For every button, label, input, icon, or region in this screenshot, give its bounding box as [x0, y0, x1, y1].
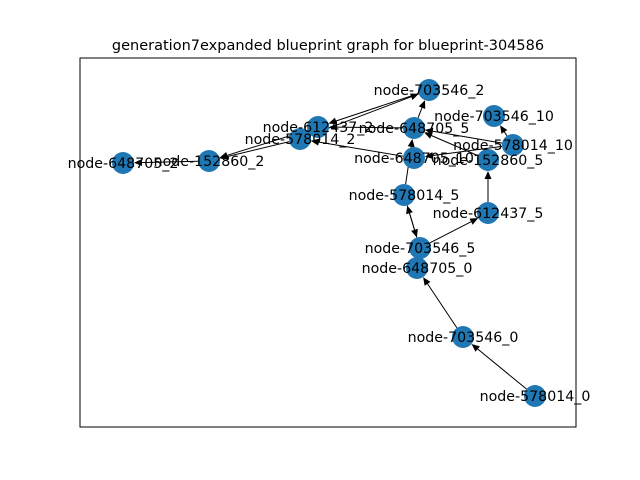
node-label-node-612437_2: node-612437_2 [263, 120, 374, 136]
edge-node-703546_5-to-node-612437_5 [429, 220, 474, 244]
node-label-node-578014_2: node-578014_2 [245, 132, 356, 148]
node-label-node-648705_5: node-648705_5 [359, 121, 470, 137]
node-circle-node-612437_5[interactable] [477, 202, 499, 224]
edge-node-578014_10-to-node-648705_5 [430, 130, 503, 144]
node-label-node-648705_2: node-648705_2 [68, 156, 179, 172]
node-circle-node-152860_2[interactable] [198, 150, 220, 172]
node-circle-node-578014_2[interactable] [289, 128, 311, 150]
arrowhead-node-578014_5-to-node-648705_5 [407, 138, 415, 148]
edge-node-578014_5-to-node-703546_5 [406, 205, 416, 232]
arrowhead-node-578014_10-to-node-648705_10 [424, 152, 434, 159]
edge-node-648705_5-to-node-612437_2 [334, 126, 404, 129]
node-label-node-703546_10: node-703546_10 [434, 109, 554, 125]
edge-node-578014_10-to-node-648705_10 [430, 145, 503, 157]
arrowhead-node-703546_2-to-node-612437_2 [328, 117, 338, 125]
arrowhead-node-703546_5-to-node-612437_5 [469, 218, 479, 225]
graph-title: generation7expanded blueprint graph for … [112, 38, 544, 54]
node-circle-node-612437_2[interactable] [307, 116, 329, 138]
node-circle-node-648705_10[interactable] [403, 147, 425, 169]
node-circle-node-648705_0[interactable] [406, 257, 428, 279]
node-label-node-578014_0: node-578014_0 [480, 389, 591, 405]
node-label-node-703546_0: node-703546_0 [408, 330, 519, 346]
edge-node-152860_5-to-node-648705_5 [429, 134, 479, 157]
node-label-node-578014_10: node-578014_10 [453, 138, 573, 154]
node-circle-node-648705_5[interactable] [403, 117, 425, 139]
edge-node-648705_10-to-node-578014_2 [316, 141, 404, 157]
node-label-node-152860_2: node-152860_2 [154, 154, 265, 170]
node-circle-node-703546_0[interactable] [452, 326, 474, 348]
node-circle-node-578014_10[interactable] [502, 134, 524, 156]
edge-node-578014_2-to-node-152860_2 [225, 141, 290, 158]
arrowhead-node-578014_10-to-node-703546_10 [500, 125, 508, 134]
arrowhead-node-578014_2-to-node-703546_2 [409, 93, 419, 101]
nodes-layer [112, 79, 546, 407]
node-circle-node-703546_2[interactable] [418, 79, 440, 101]
node-label-node-578014_5: node-578014_5 [349, 188, 460, 204]
node-circle-node-578014_5[interactable] [393, 184, 415, 206]
arrowhead-node-578014_5-to-node-703546_5 [411, 228, 418, 238]
node-circle-node-703546_5[interactable] [409, 237, 431, 259]
node-label-node-648705_0: node-648705_0 [362, 261, 473, 277]
edge-node-152860_2-to-node-648705_2 [139, 160, 199, 164]
edge-node-703546_0-to-node-648705_0 [426, 281, 458, 329]
node-label-node-648705_10: node-648705_10 [354, 151, 474, 167]
node-circle-node-648705_2[interactable] [112, 152, 134, 174]
plot-frame [79, 57, 577, 428]
arrowhead-node-578014_0-to-node-703546_0 [471, 343, 480, 352]
arrowhead-node-703546_0-to-node-648705_0 [423, 277, 431, 286]
node-circle-node-152860_5[interactable] [477, 149, 499, 171]
arrowhead-node-152860_5-to-node-648705_5 [424, 132, 433, 139]
arrowhead-node-648705_5-to-node-703546_2 [418, 100, 426, 109]
edge-node-578014_0-to-node-703546_0 [475, 347, 527, 390]
node-circle-node-578014_0[interactable] [524, 385, 546, 407]
node-circle-node-703546_10[interactable] [483, 105, 505, 127]
node-label-node-703546_5: node-703546_5 [365, 241, 476, 257]
labels-layer: node-703546_2 node-703546_10 node-612437_2… [68, 83, 591, 405]
node-label-node-703546_2: node-703546_2 [374, 83, 485, 99]
arrowhead-node-612437_5-to-node-152860_5 [484, 171, 492, 179]
edge-node-648705_5-to-node-703546_2 [417, 105, 424, 118]
node-label-node-612437_5: node-612437_5 [433, 206, 544, 222]
arrowhead-node-648705_10-to-node-578014_2 [310, 138, 320, 146]
node-label-node-152860_5: node-152860_5 [433, 153, 544, 169]
arrowhead-node-152860_2-to-node-648705_2 [133, 159, 143, 167]
arrowhead-node-612437_2-to-node-152860_2 [219, 152, 229, 159]
arrowhead-node-578014_10-to-node-648705_5 [424, 127, 434, 135]
edge-node-703546_2-to-node-612437_2 [333, 93, 419, 123]
